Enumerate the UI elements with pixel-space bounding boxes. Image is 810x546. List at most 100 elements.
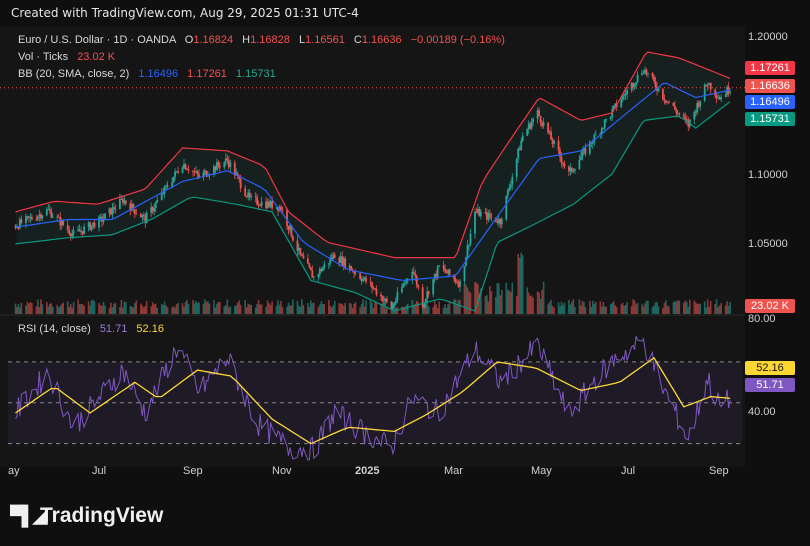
volume-bar — [290, 305, 293, 314]
candle-body — [547, 122, 549, 133]
volume-bar — [38, 306, 41, 314]
volume-bar — [724, 305, 727, 314]
candle-body — [551, 139, 554, 144]
candle-body — [709, 83, 712, 90]
candle-body — [623, 95, 625, 96]
volume-bar — [286, 306, 288, 314]
volume-bar — [435, 304, 437, 314]
volume-bar — [99, 305, 102, 314]
volume-bar — [572, 299, 575, 314]
candle-body — [591, 142, 594, 144]
tradingview-logo[interactable]: ▀▌◢TradingView — [10, 504, 163, 528]
volume-bar — [515, 296, 518, 314]
volume-bar — [459, 300, 461, 314]
volume-bar — [706, 299, 709, 314]
candle-body — [693, 111, 696, 120]
volume-bar — [299, 306, 302, 314]
candle-body — [599, 133, 602, 135]
candle-body — [642, 72, 645, 74]
candle-body — [181, 167, 184, 173]
symbol-legend: Euro / U.S. Dollar · 1D · OANDA O1.16824… — [18, 34, 505, 46]
candle-body — [25, 216, 27, 224]
low-value: 1.16561 — [305, 34, 345, 46]
chart-canvas[interactable] — [0, 27, 745, 467]
volume-bar — [705, 307, 707, 314]
candle-body — [89, 222, 91, 230]
volume-bar — [353, 303, 355, 314]
volume-bar — [609, 304, 612, 314]
volume-bar — [72, 301, 75, 314]
volume-bar — [226, 299, 229, 314]
candle-body — [463, 266, 466, 281]
candle-body — [205, 170, 208, 177]
volume-bar — [265, 306, 267, 314]
candle-body — [68, 229, 71, 234]
candle-body — [248, 192, 251, 198]
candle-body — [630, 83, 633, 90]
volume-bar — [662, 307, 664, 314]
candle-body — [204, 170, 206, 173]
candle-body — [171, 182, 173, 187]
candle-body — [223, 162, 226, 168]
candle-body — [41, 215, 44, 219]
candle-body — [542, 122, 545, 126]
volume-bar — [468, 291, 470, 314]
volume-bar — [614, 305, 616, 314]
volume-bar — [244, 300, 246, 314]
volume-bar — [319, 304, 321, 314]
candle-body — [26, 216, 29, 218]
candle-body — [468, 244, 470, 246]
volume-bar — [93, 301, 96, 314]
volume-bar — [354, 302, 357, 314]
candle-body — [150, 207, 153, 213]
candle-body — [166, 185, 169, 187]
candle-body — [412, 271, 415, 274]
candle-body — [111, 207, 114, 215]
volume-bar — [329, 305, 331, 314]
candle-body — [329, 257, 332, 264]
volume-bar — [448, 301, 451, 314]
volume-bar — [219, 301, 221, 314]
candle-body — [120, 198, 123, 200]
volume-bar — [424, 304, 427, 314]
candle-body — [48, 209, 51, 211]
candle-body — [454, 278, 457, 282]
candle-body — [80, 231, 82, 232]
candle-body — [233, 162, 236, 176]
candle-body — [98, 216, 100, 228]
chart-area[interactable]: Euro / U.S. Dollar · 1D · OANDA O1.16824… — [0, 27, 745, 467]
candle-body — [333, 254, 336, 259]
candle-body — [715, 95, 718, 98]
candle-body — [320, 269, 323, 271]
volume-bar — [683, 302, 685, 314]
candle-body — [60, 220, 63, 226]
volume-bar — [603, 306, 606, 314]
close-value: 1.16636 — [361, 34, 402, 46]
volume-bar — [20, 302, 23, 314]
candle-body — [530, 122, 533, 129]
volume-bar — [89, 305, 91, 314]
candle-body — [383, 300, 385, 302]
candle-body — [517, 148, 520, 159]
volume-bar — [593, 303, 596, 314]
volume-bar — [715, 299, 718, 314]
candle-body — [559, 150, 561, 157]
candle-body — [421, 287, 424, 308]
volume-bar — [80, 304, 82, 314]
volume-bar — [427, 306, 430, 314]
volume-bar — [380, 305, 382, 314]
volume-bar — [478, 292, 481, 314]
candle-body — [365, 277, 367, 282]
volume-bar — [580, 305, 582, 314]
volume-bar — [536, 291, 539, 314]
candle-body — [696, 103, 699, 113]
candle-body — [417, 285, 420, 288]
volume-bar — [68, 306, 70, 314]
candle-body — [603, 120, 606, 128]
volume-bar — [228, 307, 230, 314]
candle-body — [260, 201, 263, 206]
volume-bar — [156, 307, 158, 314]
candle-body — [674, 105, 676, 110]
candle-body — [569, 167, 572, 172]
candle-body — [184, 164, 187, 170]
